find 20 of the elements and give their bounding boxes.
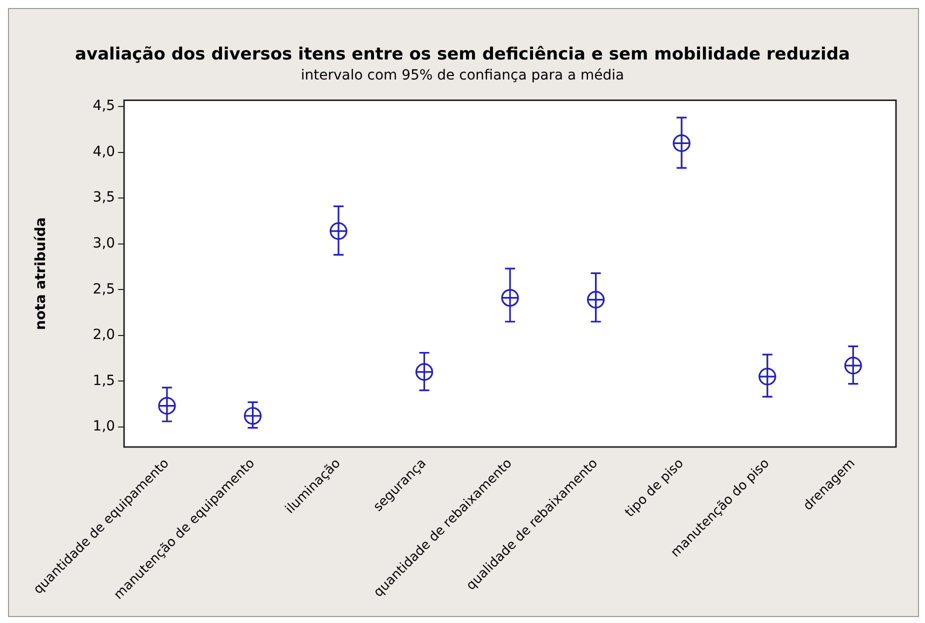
y-tick-label: 4,0 — [92, 144, 116, 160]
y-tick-label: 3,5 — [92, 190, 116, 206]
y-tick-label: 2,5 — [92, 281, 116, 298]
y-tick-label: 1,0 — [92, 418, 116, 435]
y-tick-label: 2,0 — [92, 327, 116, 344]
point — [415, 363, 434, 381]
point — [330, 222, 348, 240]
point — [672, 134, 690, 152]
point — [158, 397, 176, 415]
y-tick-label: 1,5 — [92, 372, 116, 389]
point — [244, 407, 262, 425]
point — [844, 356, 862, 374]
y-tick-label: 4,5 — [92, 98, 116, 114]
chart-title: avaliação dos diversos itens entre os sem deficiência e sem mobilidade reduzida — [75, 44, 850, 65]
chart-subtitle: intervalo com 95% de confiança para a média — [300, 67, 624, 84]
y-axis-title: nota atribuída — [33, 217, 50, 330]
point — [758, 368, 776, 386]
y-tick-label: 3,0 — [92, 236, 116, 252]
point — [587, 290, 605, 308]
point — [501, 289, 519, 307]
